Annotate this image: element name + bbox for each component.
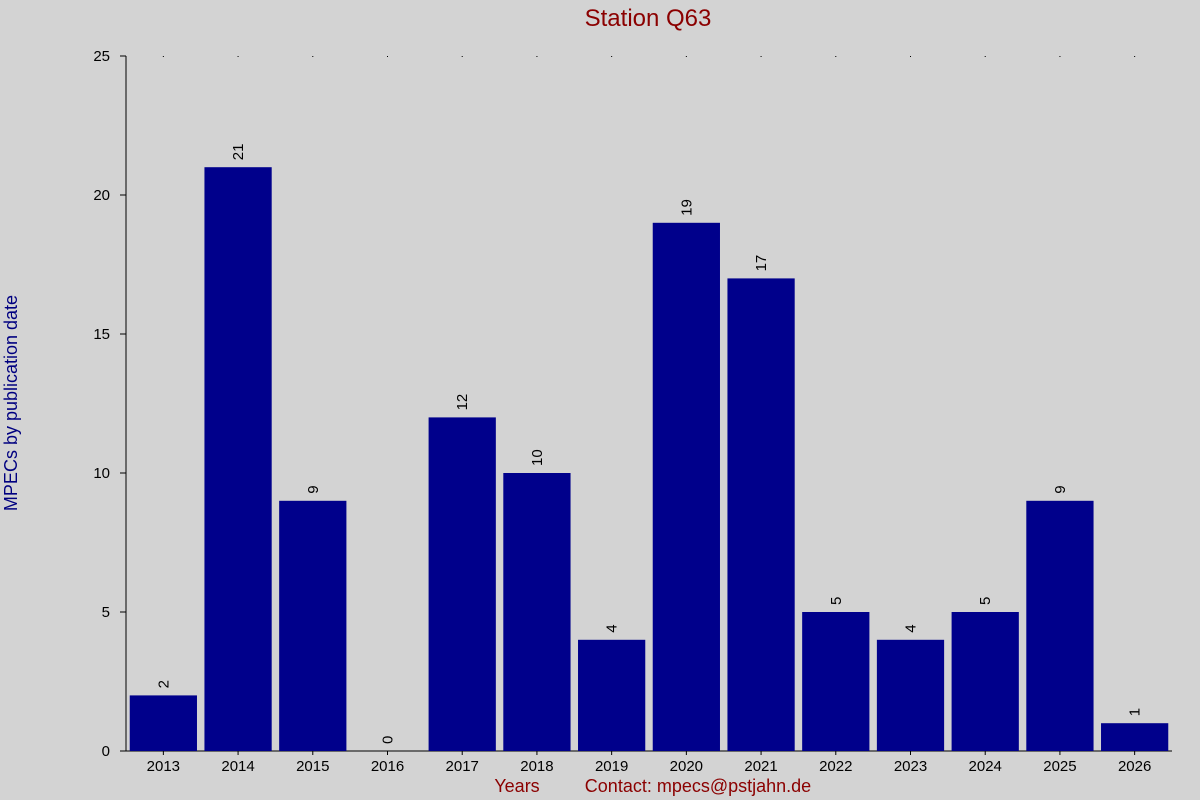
- x-tick-label: 2017: [446, 758, 479, 775]
- bar: [129, 695, 197, 751]
- bar: [578, 639, 646, 751]
- top-tick-dot: [461, 56, 463, 57]
- bar-value-label: 9: [1052, 485, 1069, 493]
- bar-value-label: 4: [903, 624, 920, 632]
- bar-value-label: 5: [977, 597, 994, 605]
- y-tick-label: 15: [93, 326, 110, 343]
- bar-value-label: 10: [529, 449, 546, 466]
- bar-value-label: 5: [828, 597, 845, 605]
- x-tick-label: 2015: [296, 758, 329, 775]
- bar: [503, 473, 571, 751]
- y-tick-label: 5: [102, 604, 110, 621]
- top-tick-dot: [162, 56, 164, 57]
- top-tick-dot: [910, 56, 911, 57]
- top-tick-dot: [237, 56, 239, 57]
- bars: 2 21 9 0 12 10 4 19 17 5 4 5 9 1: [129, 144, 1169, 752]
- top-tick-dot: [312, 56, 314, 57]
- x-axis-label: Years: [494, 776, 539, 796]
- contact-text: Contact: mpecs@pstjahn.de: [585, 776, 811, 796]
- x-tick-label: 2021: [744, 758, 777, 775]
- bar-value-label: 17: [753, 255, 770, 272]
- x-tick-label: 2020: [670, 758, 703, 775]
- top-tick-marks: [162, 56, 1136, 57]
- bar: [652, 222, 720, 752]
- top-tick-dot: [760, 56, 762, 57]
- x-tick-label: 2013: [147, 758, 180, 775]
- top-tick-dot: [387, 56, 388, 57]
- bar-value-label: 9: [305, 485, 322, 493]
- bar: [727, 278, 795, 751]
- top-tick-dot: [536, 56, 538, 57]
- x-tick-label: 2024: [969, 758, 1002, 775]
- bar: [951, 612, 1019, 751]
- top-tick-dot: [1059, 56, 1061, 57]
- top-tick-dot: [984, 56, 986, 57]
- bar: [802, 612, 870, 751]
- x-tick-label: 2026: [1118, 758, 1151, 775]
- bar-value-label: 2: [155, 680, 172, 688]
- x-tick-label: 2018: [520, 758, 553, 775]
- x-tick-label: 2014: [221, 758, 254, 775]
- top-tick-dot: [835, 56, 837, 57]
- x-tick-label: 2022: [819, 758, 852, 775]
- x-tick-label: 2023: [894, 758, 927, 775]
- bar: [428, 417, 496, 751]
- bar: [876, 639, 945, 751]
- bar: [204, 167, 272, 751]
- x-tick-label: 2025: [1043, 758, 1076, 775]
- y-tick-label: 10: [93, 465, 110, 482]
- bar-value-label: 1: [1127, 708, 1144, 716]
- bar-value-label: 19: [678, 199, 695, 216]
- x-ticks: 2013 2014 2015 2016 2017 2018 2019 2020 2021 2022…: [147, 751, 1151, 775]
- bar-value-label: 4: [604, 624, 621, 632]
- bar: [1026, 500, 1094, 751]
- top-tick-dot: [685, 56, 687, 57]
- bar: [1101, 723, 1169, 751]
- top-tick-dot: [1134, 56, 1136, 57]
- y-ticks: 0 5 10 15 20 25: [93, 48, 126, 760]
- y-tick-label: 25: [93, 48, 110, 65]
- x-tick-label: 2019: [595, 758, 628, 775]
- y-tick-label: 0: [102, 743, 110, 760]
- bar: [279, 500, 347, 751]
- bar-value-label: 21: [230, 144, 247, 161]
- bar-value-label: 12: [454, 394, 471, 411]
- bar-value-label: 0: [380, 736, 397, 744]
- y-axis-label: MPECs by publication date: [1, 295, 21, 511]
- top-tick-dot: [611, 56, 613, 57]
- chart-title: Station Q63: [585, 5, 712, 32]
- x-tick-label: 2016: [371, 758, 404, 775]
- y-tick-label: 20: [93, 187, 110, 204]
